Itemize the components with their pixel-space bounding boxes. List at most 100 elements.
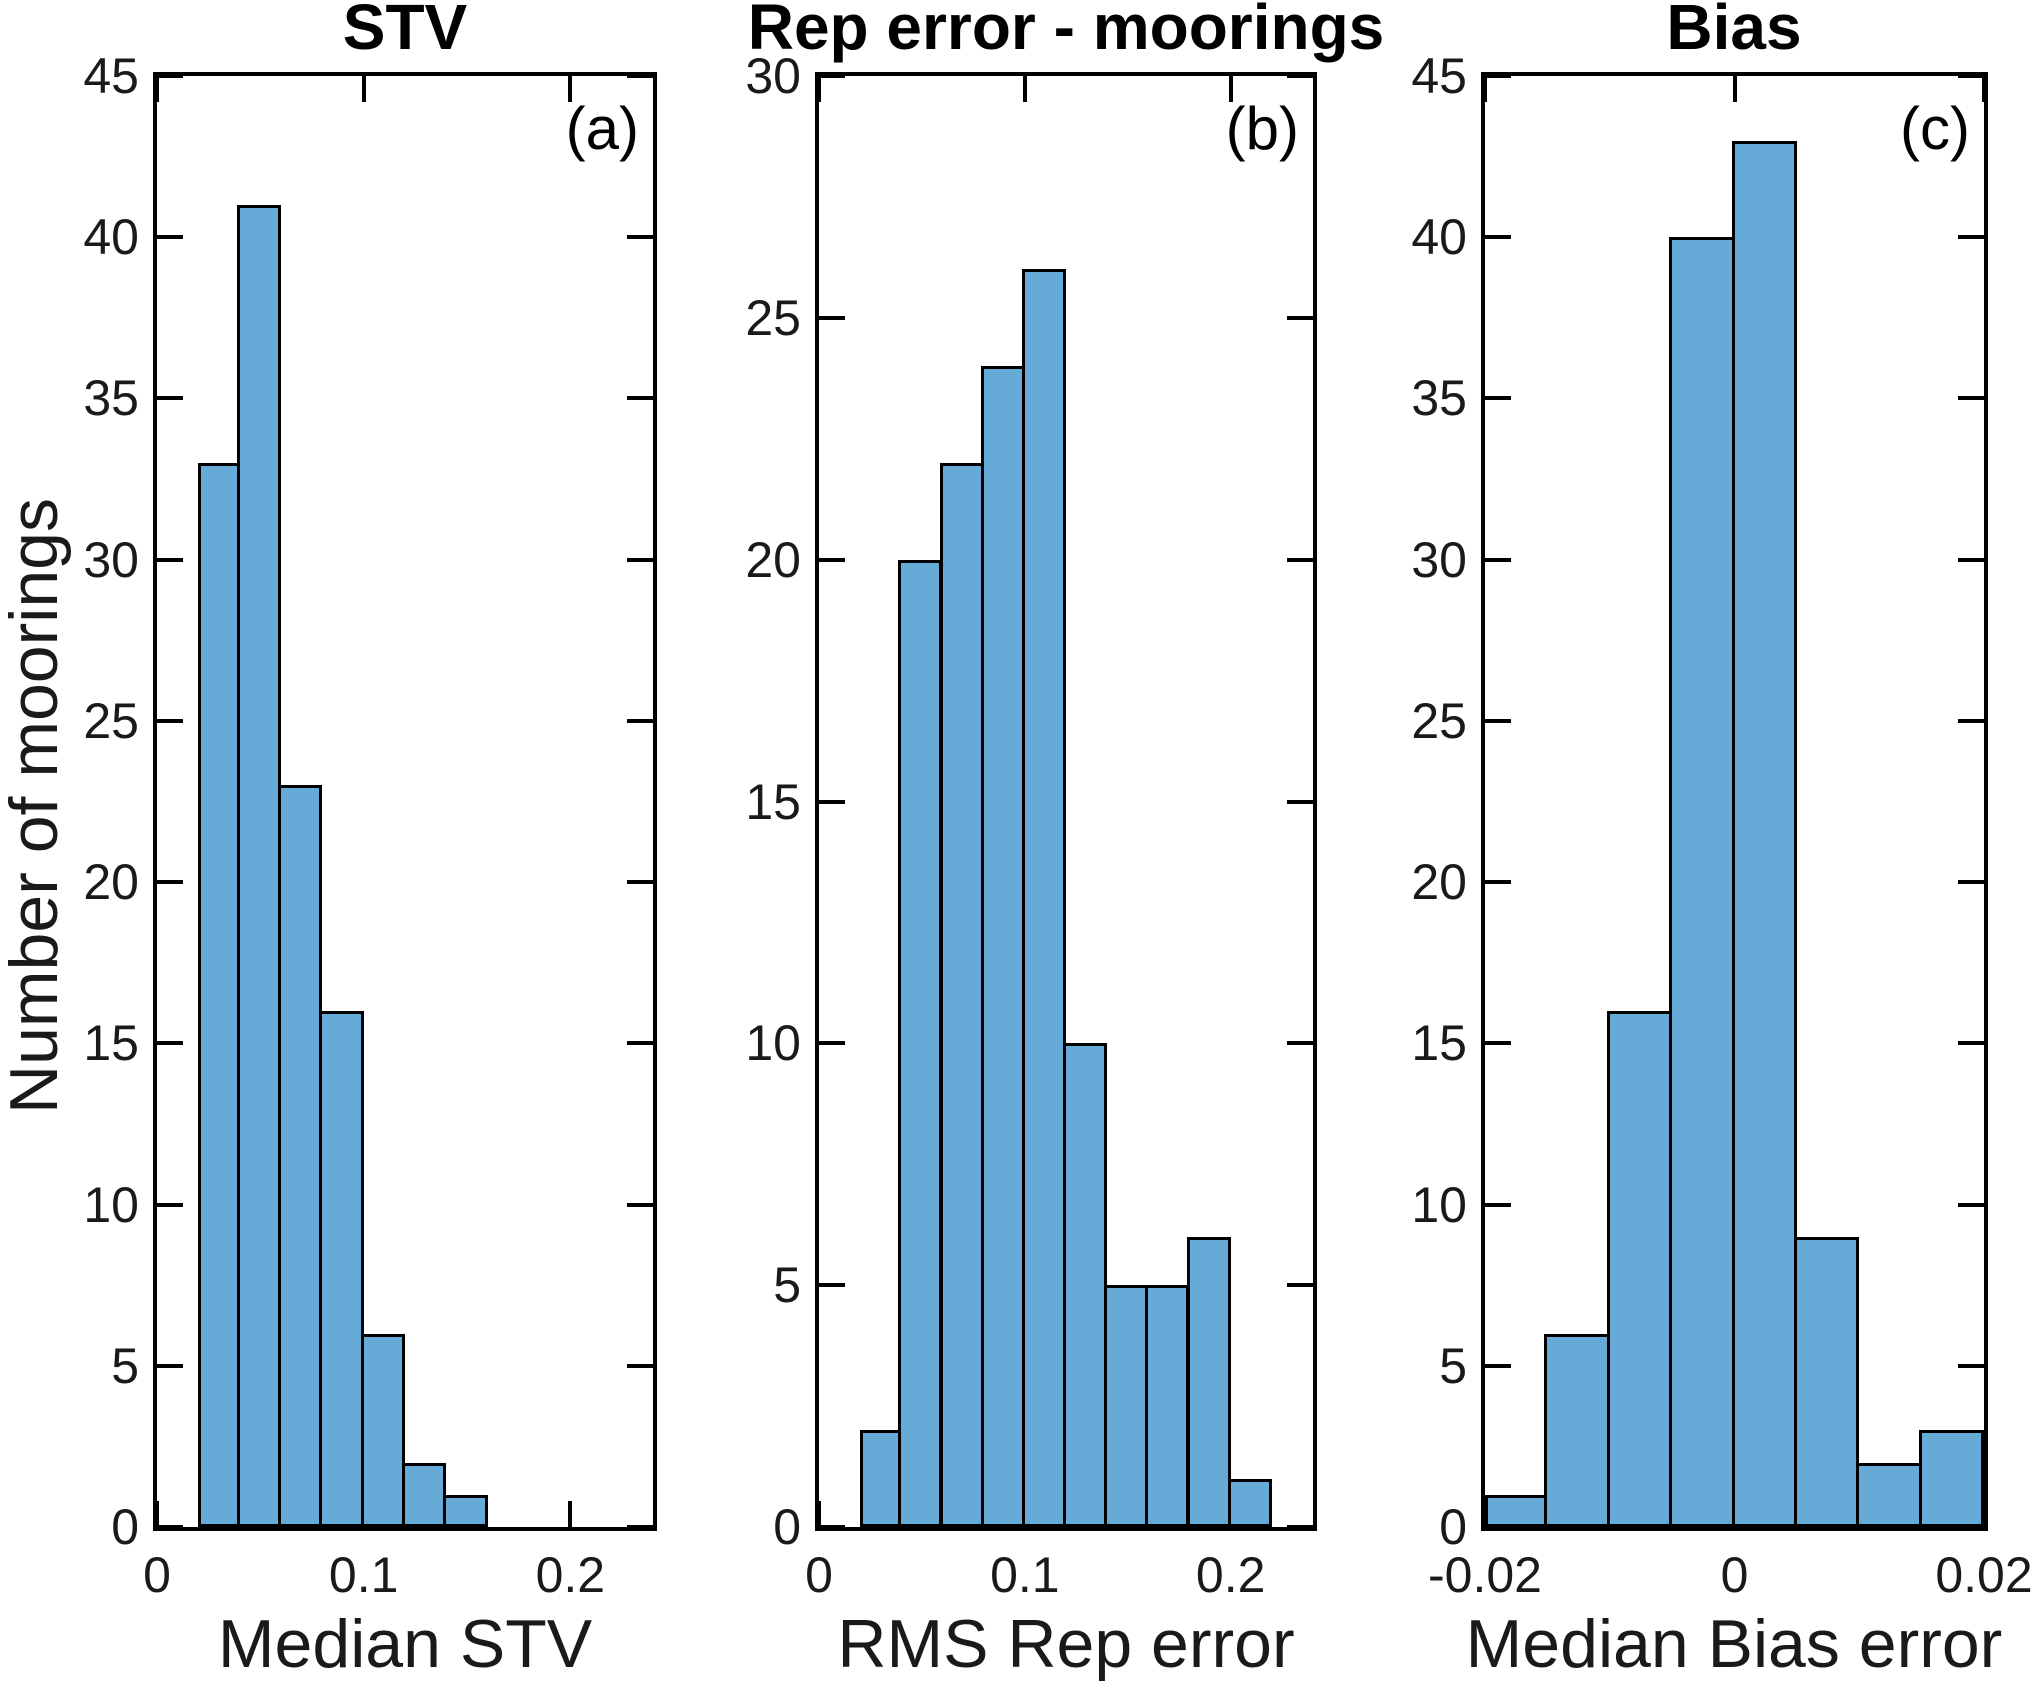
y-tick-label: 35 <box>83 370 139 427</box>
axis-tick <box>1483 76 1487 102</box>
panel-b-corner-label: (b) <box>1225 95 1299 162</box>
histogram-bar <box>1021 269 1066 1527</box>
histogram-bar <box>860 1430 902 1527</box>
axis-tick <box>1958 880 1984 885</box>
x-tick-label: 0.02 <box>1935 1547 2033 1603</box>
histogram-bar <box>1731 140 1797 1527</box>
axis-tick <box>361 76 366 102</box>
panel-a-corner-label: (a) <box>565 95 639 162</box>
axis-tick <box>627 718 653 723</box>
y-tick-label: 45 <box>83 48 139 104</box>
axis-tick <box>157 1363 183 1368</box>
y-tick-label: 25 <box>1411 692 1467 749</box>
axis-tick <box>1958 1525 1984 1529</box>
axis-tick <box>1287 315 1313 320</box>
x-tick-label: 0 <box>1720 1547 1749 1603</box>
histogram-bar <box>1104 1285 1149 1527</box>
axis-tick <box>1485 1041 1511 1046</box>
axis-tick <box>1958 396 1984 401</box>
axis-tick <box>819 1525 845 1529</box>
axis-tick <box>1958 235 1984 240</box>
histogram-bar <box>319 1011 364 1527</box>
y-tick-label: 40 <box>1411 209 1467 266</box>
y-tick-label: 0 <box>1439 1499 1467 1555</box>
y-tick-label: 15 <box>1411 1015 1467 1072</box>
panel-b-plot-area: (b) <box>815 72 1317 1531</box>
histogram-bar <box>402 1462 447 1527</box>
axis-tick <box>157 235 183 240</box>
y-tick-label: 10 <box>745 1015 801 1072</box>
axis-tick <box>1485 880 1511 885</box>
axis-tick <box>819 1283 845 1288</box>
axis-tick <box>568 76 573 102</box>
axis-tick <box>627 1363 653 1368</box>
axis-tick <box>1958 1202 1984 1207</box>
panel-c-x-axis-label: Median Bias error <box>1465 1606 2003 1682</box>
axis-tick <box>1485 235 1511 240</box>
axis-tick <box>627 880 653 885</box>
axis-tick <box>627 235 653 240</box>
axis-tick <box>1287 1041 1313 1046</box>
axis-tick <box>627 396 653 401</box>
axis-tick <box>155 1501 159 1527</box>
axis-tick <box>817 1501 821 1527</box>
y-tick-label: 25 <box>83 692 139 749</box>
y-tick-label: 20 <box>745 531 801 588</box>
axis-tick <box>819 799 845 804</box>
axis-tick <box>157 74 183 78</box>
y-tick-label: 5 <box>111 1337 139 1394</box>
axis-tick <box>157 396 183 401</box>
y-tick-label: 15 <box>745 773 801 830</box>
panel-c-corner-label: (c) <box>1900 95 1970 162</box>
y-tick-label: 10 <box>83 1176 139 1233</box>
y-tick-label: 5 <box>1439 1337 1467 1394</box>
axis-tick <box>1982 76 1986 102</box>
histogram-bar <box>1856 1462 1922 1527</box>
x-tick-label: 0.1 <box>328 1547 399 1603</box>
axis-tick <box>1287 799 1313 804</box>
histogram-bar <box>1606 1011 1673 1527</box>
y-tick-label: 0 <box>111 1499 139 1555</box>
axis-tick <box>1958 74 1984 78</box>
panel-b-x-axis-label: RMS Rep error <box>837 1606 1295 1682</box>
axis-tick <box>1485 557 1511 562</box>
panel-c-title: Bias <box>1666 0 1802 63</box>
axis-tick <box>819 315 845 320</box>
axis-tick <box>1982 1501 1986 1527</box>
axis-tick <box>1485 74 1511 78</box>
axis-tick <box>157 1525 183 1529</box>
y-tick-label: 30 <box>1411 531 1467 588</box>
histogram-bar <box>360 1333 405 1527</box>
x-tick-label: -0.02 <box>1428 1547 1542 1603</box>
axis-tick <box>1022 76 1027 102</box>
axis-tick <box>1485 396 1511 401</box>
axis-tick <box>157 718 183 723</box>
y-tick-label: 10 <box>1411 1176 1467 1233</box>
axis-tick <box>819 74 845 78</box>
y-tick-label: 15 <box>83 1015 139 1072</box>
axis-tick <box>1732 76 1737 102</box>
y-tick-label: 0 <box>773 1499 801 1555</box>
histogram-bar <box>980 366 1025 1527</box>
y-tick-label: 30 <box>83 531 139 588</box>
histogram-bar <box>1186 1236 1231 1527</box>
y-tick-label: 5 <box>773 1257 801 1314</box>
histogram-bar <box>1227 1478 1272 1527</box>
axis-tick <box>157 557 183 562</box>
axis-tick <box>1287 1525 1313 1529</box>
histogram-bar <box>1063 1043 1108 1527</box>
axis-tick <box>157 1202 183 1207</box>
axis-tick <box>157 880 183 885</box>
axis-tick <box>819 1041 845 1046</box>
histogram-bar <box>1793 1236 1860 1527</box>
axis-tick <box>627 74 653 78</box>
x-tick-label: 0 <box>805 1547 833 1603</box>
y-tick-label: 25 <box>745 289 801 346</box>
axis-tick <box>1958 1041 1984 1046</box>
axis-tick <box>627 1202 653 1207</box>
axis-tick <box>1287 74 1313 78</box>
y-tick-label: 40 <box>83 209 139 266</box>
axis-tick <box>155 76 159 102</box>
axis-tick <box>568 1501 573 1527</box>
panel-b-title: Rep error - moorings <box>747 0 1385 63</box>
